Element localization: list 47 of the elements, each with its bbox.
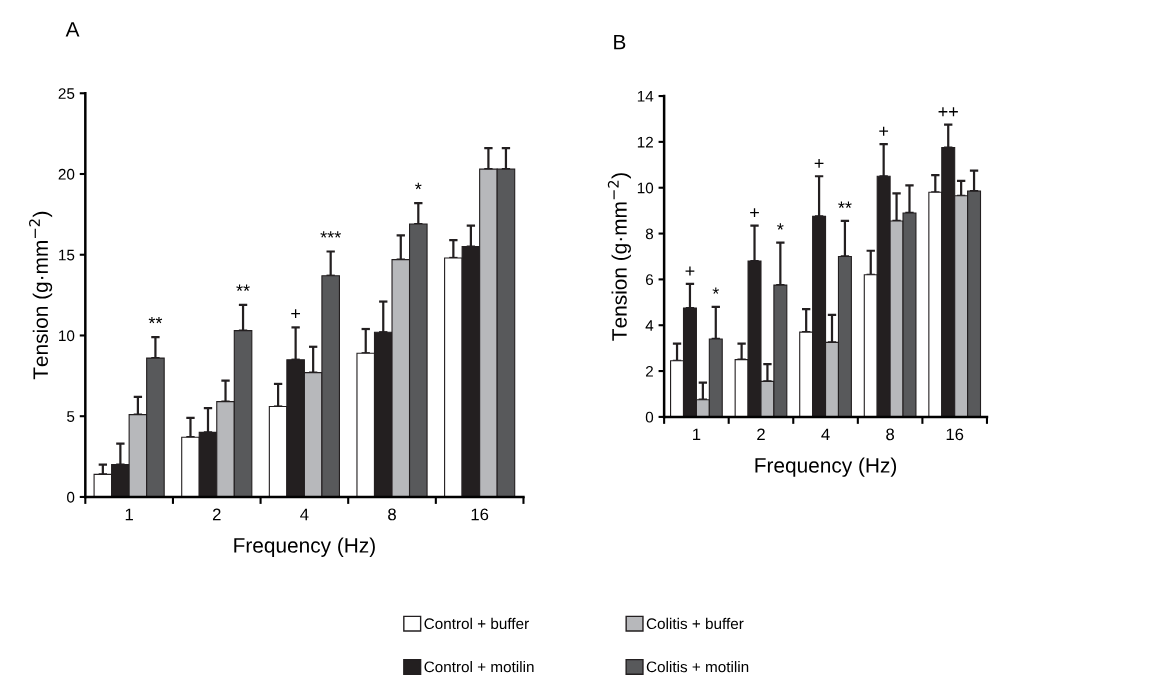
x-tick-label: 8 <box>388 508 396 521</box>
legend-label: Colitis + buffer <box>646 617 744 630</box>
y-tick-label: 2 <box>645 365 653 377</box>
annotation: ** <box>148 316 163 324</box>
x-tick-label: 2 <box>212 508 221 521</box>
x-tick-label: 4 <box>300 508 309 521</box>
annotation: *** <box>320 231 341 238</box>
annotation: * <box>777 223 784 230</box>
y-tick-label: 10 <box>59 330 75 342</box>
annotation: ++ <box>938 107 958 117</box>
annotation: + <box>814 158 824 168</box>
legend-label: Colitis + motilin <box>646 661 749 673</box>
annotation: + <box>750 208 759 217</box>
legend-label: Control + motilin <box>424 661 534 673</box>
y-tick-label: 20 <box>58 168 75 180</box>
y-axis-title: Tension (g·mm$^{−2}$) <box>29 211 53 380</box>
x-tick-label: 16 <box>946 428 964 441</box>
y-tick-label: 6 <box>645 274 654 286</box>
y-tick-label: 12 <box>637 136 653 148</box>
legend-label: Control + buffer <box>424 617 529 630</box>
annotation: ** <box>838 201 852 208</box>
x-axis-title: Frequency (Hz) <box>234 537 375 557</box>
x-tick-label: 8 <box>886 428 895 441</box>
annotation: * <box>712 287 720 294</box>
annotation: + <box>291 309 301 319</box>
x-tick-label: 4 <box>821 428 830 441</box>
y-tick-label: 25 <box>58 88 75 99</box>
chart-title: A <box>65 22 80 37</box>
y-axis-title: Tension (g·mm$^{−2}$) <box>607 173 631 341</box>
y-tick-label: 5 <box>67 411 75 422</box>
x-tick-label: 1 <box>693 428 701 441</box>
x-tick-label: 16 <box>471 508 489 521</box>
annotation: + <box>879 126 889 136</box>
x-tick-label: 2 <box>757 428 765 441</box>
y-tick-label: 8 <box>645 228 654 240</box>
y-tick-label: 15 <box>59 249 75 261</box>
y-tick-label: 10 <box>637 182 654 194</box>
x-axis-title: Frequency (Hz) <box>755 457 897 477</box>
annotation: + <box>685 266 695 276</box>
y-tick-label: 14 <box>637 91 654 102</box>
y-tick-label: 4 <box>645 320 654 331</box>
chart-title: B <box>614 34 626 50</box>
y-tick-label: 0 <box>67 491 75 503</box>
annotation: * <box>415 182 422 190</box>
annotation: ** <box>236 284 250 291</box>
y-tick-label: 0 <box>645 411 654 423</box>
x-tick-label: 1 <box>125 508 133 521</box>
